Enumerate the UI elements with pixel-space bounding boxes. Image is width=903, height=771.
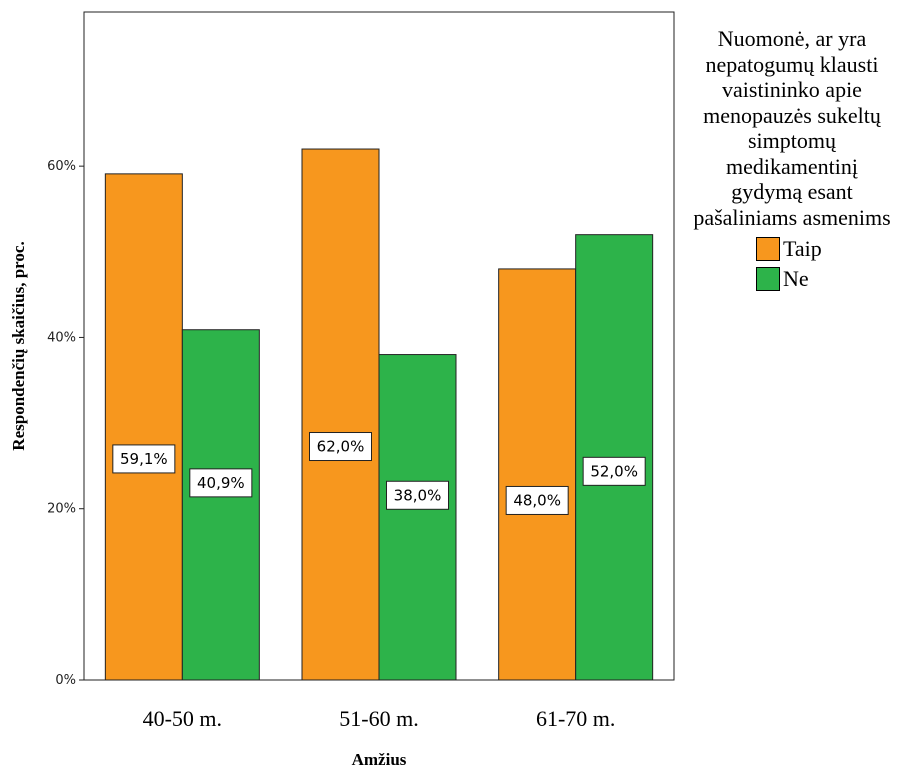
y-tick-label: 0% xyxy=(55,673,76,688)
bar-taip-2 xyxy=(301,148,380,681)
data-label: 62,0% xyxy=(317,438,365,456)
y-tick-label: 60% xyxy=(47,159,76,174)
legend-item-ne: Ne xyxy=(756,264,894,294)
bars-group: 59,1% 40,9% 62,0% 38,0% 48,0% 52,0% xyxy=(104,148,654,681)
y-axis-title: Respondenčių skaičius, proc. xyxy=(9,241,28,450)
legend: Nuomonė, ar yra nepatogumų klausti vaist… xyxy=(690,26,894,294)
y-tick-label: 40% xyxy=(47,330,76,345)
y-tick-label: 20% xyxy=(47,502,76,517)
data-label-box xyxy=(189,468,253,498)
bar-taip-1 xyxy=(104,173,183,681)
data-label-box xyxy=(505,485,569,515)
legend-label-ne: Ne xyxy=(783,266,809,291)
legend-swatch-taip xyxy=(756,237,780,261)
bar-ne-2 xyxy=(378,354,457,681)
legend-title: Nuomonė, ar yra nepatogumų klausti vaist… xyxy=(693,26,891,230)
data-label-box xyxy=(112,444,176,474)
data-label: 40,9% xyxy=(197,474,245,492)
data-label: 52,0% xyxy=(590,462,638,480)
data-label: 38,0% xyxy=(394,486,442,504)
data-label: 48,0% xyxy=(513,491,561,509)
bar-ne-1 xyxy=(181,329,260,681)
data-label-box xyxy=(386,480,449,510)
data-label-box xyxy=(309,432,372,462)
x-category-label: 40-50 m. xyxy=(143,706,222,731)
x-axis-title: Amžius xyxy=(352,750,407,769)
x-category-label: 61-70 m. xyxy=(536,706,615,731)
data-label-box xyxy=(582,456,646,486)
legend-label-taip: Taip xyxy=(783,236,822,261)
legend-item-taip: Taip xyxy=(756,234,894,264)
legend-list: Taip Ne xyxy=(756,234,894,294)
x-axis-categories: 40-50 m. 51-60 m. 61-70 m. xyxy=(143,706,616,731)
legend-swatch-ne xyxy=(756,267,780,291)
x-category-label: 51-60 m. xyxy=(339,706,418,731)
y-axis-ticks: 0% 20% 40% 60% xyxy=(47,159,84,688)
data-label: 59,1% xyxy=(120,450,168,468)
bar-taip-3 xyxy=(498,268,577,681)
